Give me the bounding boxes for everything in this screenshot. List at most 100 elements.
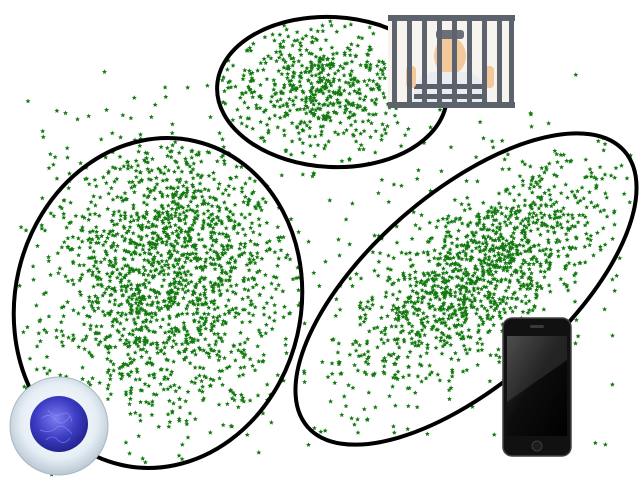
cell-cluster-point — [44, 354, 50, 359]
phone-cluster-point — [407, 276, 413, 281]
cell-cluster-point — [205, 201, 211, 206]
cell-cluster-point — [128, 388, 134, 393]
phone-cluster-point — [407, 349, 413, 354]
phone-cluster-point — [463, 305, 469, 310]
noise-point — [238, 392, 244, 397]
cell-cluster-point — [195, 212, 201, 218]
cell-cluster-point — [188, 235, 193, 241]
phone-cluster-point — [475, 222, 480, 228]
phone-cluster-point — [425, 270, 431, 276]
phone-cluster-point — [427, 371, 433, 377]
cell-cluster-point — [226, 183, 232, 189]
prison-cluster-point — [284, 101, 290, 106]
noise-point — [416, 167, 421, 173]
cell-cluster-point — [240, 307, 246, 312]
cell-cluster-point — [161, 271, 167, 277]
cell-cluster-point — [114, 194, 120, 200]
phone-cluster-point — [537, 248, 543, 253]
cell-cluster-point — [93, 202, 98, 208]
cell-cluster-point — [152, 267, 158, 273]
cell-cluster-point — [176, 385, 182, 390]
prison-cluster-point — [331, 101, 337, 106]
cell-cluster-point — [198, 323, 204, 329]
noise-point — [240, 296, 245, 302]
noise-point — [592, 440, 598, 446]
phone-cluster-point — [449, 315, 455, 320]
cell-cluster-point — [130, 256, 136, 262]
cell-cluster-point — [133, 267, 139, 272]
phone-cluster-point — [470, 239, 476, 245]
phone-cluster-point — [447, 251, 453, 256]
cell-cluster-point — [98, 282, 104, 287]
phone-cluster-point — [564, 253, 570, 258]
phone-cluster-point — [582, 244, 588, 249]
cell-cluster-point — [67, 220, 72, 226]
phone-cluster-point — [463, 347, 468, 352]
cell-cluster-point — [86, 217, 92, 222]
cell-cluster-point — [232, 357, 238, 363]
phone-cluster-point — [537, 232, 543, 237]
prison-cluster-point — [276, 55, 282, 60]
prison-cluster-point — [326, 88, 332, 94]
cell-cluster-point — [179, 243, 185, 249]
cell-cluster-point — [241, 354, 247, 360]
cell-cluster-point — [59, 244, 65, 250]
phone-cluster-point — [511, 235, 517, 241]
cell-cluster-point — [126, 179, 132, 185]
phone-cluster-point — [350, 341, 356, 347]
phone-cluster-point — [399, 323, 405, 329]
cell-cluster-point — [142, 335, 148, 340]
phone-cluster-point — [414, 279, 420, 285]
phone-cluster-point — [525, 237, 531, 243]
noise-point — [104, 286, 109, 292]
cell-cluster-point — [198, 188, 204, 194]
phone-cluster-point — [497, 224, 503, 230]
cell-cluster-point — [172, 296, 178, 301]
phone-cluster-point — [379, 329, 384, 335]
phone-cluster-point — [396, 344, 402, 350]
phone-cluster-point — [438, 285, 444, 290]
cell-cluster-point — [89, 302, 94, 308]
noise-point — [57, 204, 63, 209]
cell-cluster-point — [47, 151, 53, 157]
cell-cluster-point — [89, 255, 95, 260]
cell-cluster-point — [131, 217, 137, 223]
cell-cluster-point — [106, 191, 112, 196]
noise-point — [185, 434, 191, 440]
cell-cluster-point — [44, 371, 50, 376]
phone-cluster-point — [385, 313, 390, 319]
phone-cluster-point — [362, 369, 368, 375]
cell-cluster-point — [46, 258, 52, 264]
phone-cluster-point — [364, 338, 370, 344]
cell-cluster-point — [200, 226, 205, 231]
phone-cluster-point — [448, 234, 454, 239]
prison-cluster-point — [325, 102, 331, 108]
phone-cluster-point — [488, 299, 494, 305]
prison-cluster-point — [307, 133, 313, 139]
noise-point — [40, 134, 46, 140]
cell-cluster-point — [146, 247, 152, 252]
prison-cluster-point — [297, 40, 303, 46]
phone-cluster-point — [442, 243, 448, 248]
prison-cluster-point — [373, 96, 379, 102]
prison-cluster-point — [353, 138, 359, 144]
cell-cluster-point — [149, 402, 155, 408]
cell-cluster-point — [183, 398, 189, 404]
cell-cluster-point — [220, 244, 226, 250]
phone-cluster-point — [370, 302, 376, 307]
cell-cluster-point — [155, 210, 161, 215]
cell-cluster-point — [269, 326, 275, 332]
prison-cluster-point — [343, 97, 349, 103]
cell-cluster-point — [86, 349, 92, 355]
cell-cluster-point — [193, 246, 199, 252]
cell-cluster-point — [173, 238, 179, 244]
phone-cluster-point — [547, 262, 553, 268]
phone-cluster-point — [591, 204, 597, 209]
cell-cluster-point — [99, 233, 105, 238]
cell-cluster-point — [175, 240, 180, 246]
prison-cluster-point — [276, 68, 282, 73]
prison-cluster-point — [278, 90, 284, 96]
phone-cluster-point — [388, 353, 394, 358]
cell-cluster-point — [102, 312, 108, 318]
cell-cluster-point — [123, 288, 129, 294]
